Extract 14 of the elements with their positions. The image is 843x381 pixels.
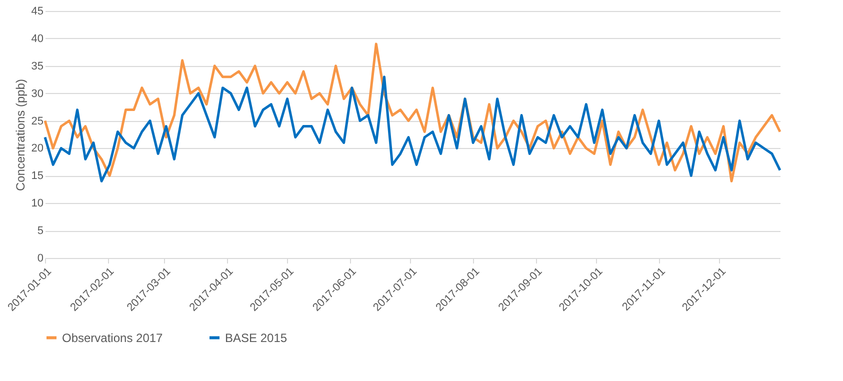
y-axis-title: Concentrations (ppb) [13, 78, 28, 192]
legend-label: BASE 2015 [225, 330, 288, 345]
y-tick-label: 15 [31, 170, 44, 182]
legend-label: Observations 2017 [62, 330, 164, 345]
y-tick-label: 20 [31, 142, 44, 155]
line-series [44, 76, 782, 182]
y-tick-label: 30 [31, 88, 44, 100]
y-tick-label: 45 [31, 6, 44, 18]
y-tick-label: 35 [31, 60, 44, 72]
y-tick-label: 25 [31, 115, 44, 128]
y-tick-label: 5 [37, 225, 44, 238]
y-tick-label: 0 [37, 252, 44, 264]
y-tick-label: 10 [31, 198, 44, 210]
y-tick-label: 40 [31, 32, 44, 45]
